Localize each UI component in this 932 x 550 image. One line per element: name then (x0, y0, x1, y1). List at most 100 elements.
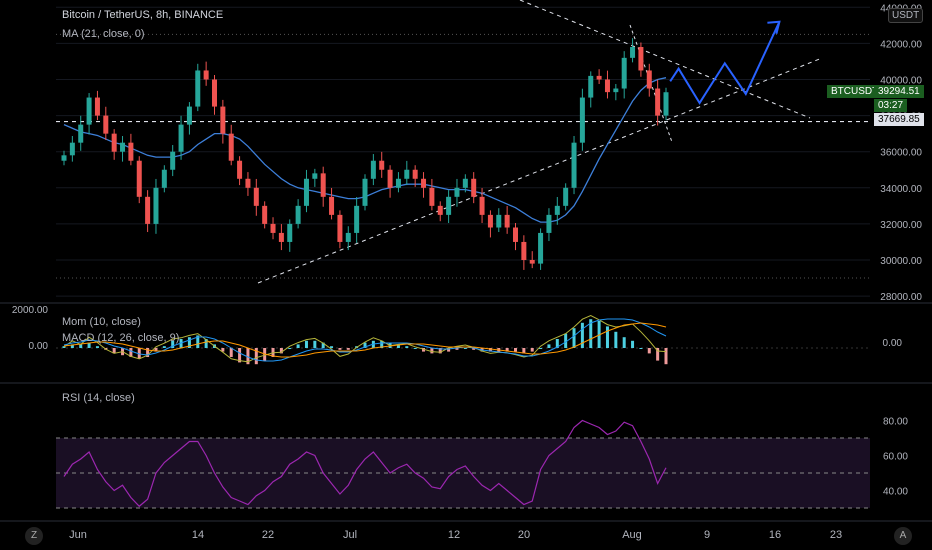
candle (521, 241, 527, 260)
price-tick-label: 36000.00 (880, 148, 922, 159)
time-tick-label: 20 (518, 529, 530, 541)
macd-legend: MACD (12, 26, close, 9) (62, 332, 180, 344)
candle (278, 232, 284, 242)
candle (337, 214, 343, 242)
candle (379, 160, 385, 170)
candle (504, 214, 510, 228)
macd-histogram-bar (488, 348, 492, 352)
candle (563, 187, 569, 206)
time-tick-label: 12 (448, 529, 460, 541)
macd-histogram-bar (664, 348, 668, 365)
macd-histogram-bar (221, 348, 225, 352)
macd-histogram-bar (304, 340, 308, 348)
macd-histogram-bar (622, 337, 626, 348)
macd-histogram-bar (321, 342, 325, 348)
candle (446, 196, 452, 215)
rsi-tick-label: 80.00 (883, 417, 908, 428)
candle (203, 70, 209, 80)
macd-histogram-bar (539, 348, 543, 349)
macd-histogram-bar (246, 348, 250, 365)
last-price-tag: 39294.51 (874, 85, 924, 98)
candle (111, 133, 117, 152)
candle (69, 142, 75, 156)
macd-histogram-bar (112, 348, 116, 354)
macd-histogram-bar (547, 344, 551, 348)
macd-histogram-bar (196, 335, 200, 348)
candle (295, 205, 301, 224)
candle (120, 142, 126, 152)
candle (287, 223, 293, 242)
candle (487, 214, 493, 228)
macd-histogram-bar (363, 342, 367, 348)
macd-histogram-bar (589, 319, 593, 348)
time-tick-label: Aug (622, 529, 642, 541)
macd-histogram-bar (514, 348, 517, 352)
candle (621, 57, 627, 89)
macd-histogram-bar (129, 348, 133, 357)
price-tick-label: 40000.00 (880, 76, 922, 87)
candle (638, 47, 644, 71)
candle (579, 97, 585, 143)
time-tick-label: 22 (262, 529, 274, 541)
macd-histogram-bar (162, 346, 166, 348)
macd-histogram-bar (656, 348, 660, 361)
macd-histogram-bar (438, 348, 442, 354)
candle (262, 205, 268, 224)
macd-histogram-bar (254, 348, 258, 365)
macd-histogram-bar (447, 348, 451, 352)
rsi-tick-label: 40.00 (883, 487, 908, 498)
macd-histogram-bar (62, 346, 66, 348)
candle (429, 187, 435, 206)
timezone-button[interactable]: Z (25, 527, 43, 545)
candle (513, 227, 518, 242)
candle (404, 169, 410, 179)
candle (178, 124, 184, 152)
candle (630, 47, 636, 58)
forecast-path (669, 21, 781, 105)
candle (195, 70, 201, 107)
candle (270, 223, 276, 233)
time-tick-label: 16 (769, 529, 781, 541)
candle (479, 196, 485, 215)
candle (103, 115, 109, 134)
macd-histogram-bar (313, 340, 317, 348)
level-price-tag: 37669.85 (874, 113, 924, 126)
candle (61, 155, 67, 161)
macd-histogram-bar (413, 348, 417, 349)
macd-histogram-bar (137, 348, 141, 359)
macd-histogram-bar (572, 328, 576, 348)
candle (161, 169, 167, 188)
macd-tick-right: 0.00 (883, 338, 903, 349)
candle (529, 260, 535, 264)
macd-histogram-bar (95, 346, 99, 348)
macd-histogram-bar (455, 348, 459, 350)
mom-legend: Mom (10, close) (62, 316, 141, 328)
rsi-line (63, 419, 667, 508)
rsi-legend: RSI (14, close) (62, 392, 135, 404)
macd-histogram-bar (171, 340, 175, 348)
macd-histogram-bar (279, 348, 283, 354)
macd-histogram-bar (580, 322, 584, 348)
candle (421, 178, 427, 188)
ma-legend: MA (21, close, 0) (62, 28, 145, 40)
candle (596, 75, 602, 80)
candle (538, 232, 544, 264)
candle (329, 196, 335, 215)
candle (153, 187, 159, 224)
candle (212, 79, 217, 107)
macd-histogram-bar (631, 340, 635, 348)
auto-scale-button[interactable]: A (894, 527, 912, 545)
candle (354, 205, 360, 233)
candle (387, 169, 393, 188)
macd-histogram-bar (338, 348, 342, 350)
currency-button[interactable]: USDT (888, 8, 924, 23)
price-tick-label: 28000.00 (880, 292, 922, 303)
candle (78, 124, 84, 143)
forecast-arrowhead (767, 20, 781, 34)
macd-histogram-bar (522, 348, 526, 354)
time-tick-label: 23 (830, 529, 842, 541)
macd-histogram-bar (505, 348, 509, 352)
rsi-band (56, 438, 870, 508)
